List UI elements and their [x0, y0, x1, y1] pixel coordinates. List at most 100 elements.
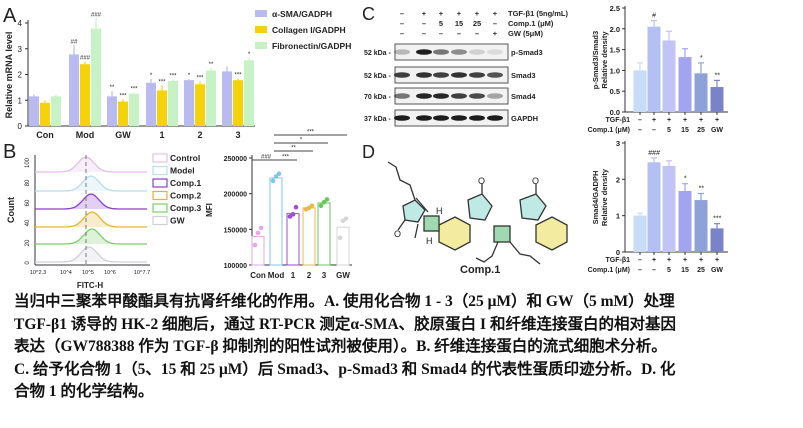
comp-dose-label: GW [711, 127, 723, 134]
significance-label: ** [209, 62, 214, 68]
y-axis-label: Smad4/GADPH [591, 171, 600, 225]
histogram-curve [35, 228, 147, 245]
bar [40, 102, 50, 126]
caption-line: 合物 1 的化学结构。 [14, 383, 154, 400]
bar [206, 70, 216, 126]
y-tick-label: 1 [18, 96, 23, 105]
significance-label: * [188, 73, 191, 79]
chart-psmad3: 0.0 0.5 1.0 1.5 2.0 2.5 p-Smad3/Smad3 Relative … [588, 4, 728, 134]
y-tick-label: 60 [25, 199, 31, 206]
comp-row-label: Comp.1 (μM) [588, 127, 630, 134]
histogram-curve [35, 211, 147, 228]
bar [317, 202, 331, 266]
y-axis-label: Relative mRNA level [4, 32, 14, 119]
protein-band [487, 49, 503, 55]
data-point [290, 212, 296, 217]
significance-label: * [248, 52, 251, 58]
data-point [258, 225, 264, 231]
x-tick-label: Con [250, 271, 266, 280]
protein-band [433, 115, 449, 121]
treatment-sign: + [475, 9, 480, 18]
protein-band [433, 49, 449, 55]
data-point [321, 199, 327, 205]
histogram-curve [35, 156, 147, 173]
significance-label: *** [196, 76, 204, 82]
bar [710, 228, 724, 252]
y-tick-label: 4 [18, 19, 23, 28]
bar [80, 64, 90, 126]
bar [710, 87, 724, 112]
y-tick-label: 2 [18, 71, 23, 80]
legend-label: Control [170, 153, 200, 163]
significance-label: *** [130, 87, 138, 93]
bar [302, 207, 316, 266]
compound-label: Comp.1 [460, 264, 500, 276]
bar [69, 54, 79, 126]
bar [286, 213, 300, 266]
data-point [270, 178, 276, 184]
significance-label: *** [282, 155, 290, 161]
protein-band [416, 115, 432, 121]
y-tick-label: 1 [616, 212, 620, 221]
y-tick-label: 200000 [224, 192, 247, 199]
comp-dose-label: – [638, 127, 642, 134]
tgf-sign: + [652, 117, 656, 124]
protein-band [433, 93, 449, 99]
significance-label: *** [713, 216, 721, 223]
chart-mfi: 100000 150000 200000 250000 MFI Con Mod 1 2 3 GW ##… [205, 130, 352, 280]
significance-label: ** [110, 85, 115, 91]
x-tick-label: GW [336, 271, 350, 280]
y-tick-label: 0 [616, 248, 620, 257]
panel-label-d: D [362, 142, 375, 162]
lactone-ring [467, 193, 493, 221]
significance-label: *** [307, 130, 315, 136]
legend-swatch [152, 153, 168, 163]
significance-label: *** [119, 93, 127, 99]
treatment-sign: – [400, 9, 404, 18]
y-tick-label: 1.5 [610, 46, 620, 55]
y-tick-label: 250000 [224, 156, 247, 163]
data-point [293, 204, 299, 210]
x-tick-label: 3 [235, 130, 240, 140]
blot-strip [394, 43, 509, 61]
protein-band [394, 115, 410, 121]
protein-band [433, 72, 449, 78]
protein-band [487, 93, 503, 99]
chart-histogram: 0 20 40 60 80 100 Count 10^2.3 10^4 10^5 10^6 10^7.… [6, 153, 201, 290]
protein-band [469, 115, 485, 121]
y-axis-label: Relative density [600, 31, 609, 89]
bar [146, 82, 156, 126]
data-point [318, 203, 324, 209]
protein-band [487, 72, 503, 78]
y-tick-label: 1.0 [610, 66, 620, 75]
x-tick-label: 10^4 [60, 270, 72, 276]
x-tick-label: 1 [159, 130, 164, 140]
y-tick-label: 2.0 [610, 25, 620, 34]
treatment-sign: – [400, 29, 404, 38]
legend-swatch [255, 42, 267, 49]
treatment-sign: 5 [439, 19, 443, 28]
protein-band [416, 49, 432, 55]
lactone-ring [519, 193, 547, 221]
y-axis-label: Relative density [600, 168, 609, 226]
bar [633, 70, 647, 112]
histogram-curve [35, 193, 147, 210]
significance-label: ** [291, 146, 296, 152]
treatment-sign: – [493, 19, 497, 28]
chemical-structure: O O O H H Comp.1 [387, 161, 568, 276]
protein-band [469, 93, 485, 99]
x-tick-label: Mod [76, 130, 95, 140]
data-point [252, 242, 258, 248]
legend-label: Comp.1 [170, 178, 201, 188]
protein-band [394, 72, 410, 78]
protein-label: p-Smad3 [511, 48, 543, 57]
tgf-sign: + [699, 257, 703, 264]
protein-label: Smad4 [511, 92, 536, 101]
bar [662, 40, 676, 113]
tgf-sign: + [715, 117, 719, 124]
y-tick-label: 3 [18, 45, 23, 54]
western-blot: – + + + + + TGF-β1 (5ng/mL)– –5 15 25– Comp.1 (μM)… [364, 9, 568, 127]
bar [244, 60, 254, 126]
comp-dose-label: 15 [681, 267, 689, 274]
comp-dose-label: 25 [697, 267, 705, 274]
